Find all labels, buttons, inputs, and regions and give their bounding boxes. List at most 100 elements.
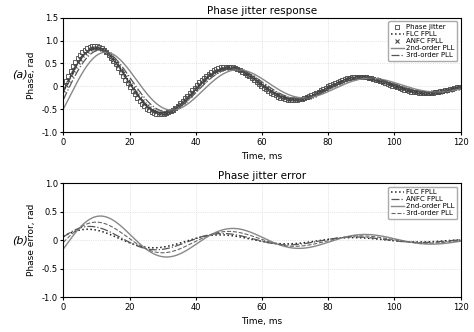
3rd-order PLL [374, 235, 379, 239]
2nd-order PLL [98, 214, 103, 218]
3rd-order PLL [458, 86, 464, 90]
Text: (b): (b) [12, 235, 27, 245]
2nd-order PLL [81, 222, 86, 226]
2nd-order PLL [244, 69, 249, 73]
Title: Phase jitter response: Phase jitter response [207, 6, 317, 16]
FLC FPLL [447, 238, 452, 242]
3rd-order PLL [254, 76, 260, 80]
Phase jitter [456, 85, 462, 89]
Phase jitter [206, 72, 212, 76]
3rd-order PLL [244, 232, 249, 236]
Phase jitter [263, 87, 269, 91]
ANFC FPLL [447, 239, 452, 243]
2nd-order PLL [103, 50, 109, 54]
FLC FPLL [244, 71, 249, 75]
FLC FPLL [254, 238, 260, 242]
ANFC FPLL [244, 235, 249, 239]
Legend: Phase jitter, FLC FPLL, ANFC FPLL, 2nd-order PLL, 3rd-order PLL: Phase jitter, FLC FPLL, ANFC FPLL, 2nd-o… [389, 21, 457, 61]
ANFC FPLL [263, 86, 269, 90]
3rd-order PLL [447, 240, 452, 244]
Line: FLC FPLL: FLC FPLL [64, 48, 461, 113]
2nd-order PLL [61, 107, 66, 111]
Phase jitter [158, 113, 164, 117]
ANFC FPLL [81, 225, 86, 229]
3rd-order PLL [374, 77, 379, 81]
X-axis label: Time, ms: Time, ms [241, 317, 283, 326]
ANFC FPLL [447, 239, 452, 243]
Line: Phase jitter: Phase jitter [62, 44, 461, 116]
ANFC FPLL [115, 64, 121, 68]
FLC FPLL [458, 85, 464, 89]
FLC FPLL [374, 77, 379, 81]
ANFC FPLL [254, 238, 260, 242]
2nd-order PLL [61, 247, 66, 251]
ANFC FPLL [458, 238, 464, 242]
ANFC FPLL [87, 224, 92, 228]
FLC FPLL [254, 79, 260, 83]
2nd-order PLL [458, 239, 464, 243]
2nd-order PLL [447, 89, 452, 93]
2nd-order PLL [254, 74, 260, 78]
ANFC FPLL [94, 45, 100, 49]
2nd-order PLL [244, 229, 249, 233]
Line: 3rd-order PLL: 3rd-order PLL [64, 50, 461, 112]
Line: ANFC FPLL: ANFC FPLL [61, 45, 461, 116]
Line: 2nd-order PLL: 2nd-order PLL [64, 52, 461, 110]
Y-axis label: Phase error, rad: Phase error, rad [27, 204, 36, 276]
3rd-order PLL [447, 88, 452, 92]
Phase jitter [118, 70, 123, 74]
2nd-order PLL [447, 241, 452, 245]
FLC FPLL [447, 88, 452, 92]
Phase jitter [325, 84, 331, 88]
Phase jitter [61, 84, 66, 88]
ANFC FPLL [158, 111, 164, 115]
FLC FPLL [447, 239, 452, 243]
3rd-order PLL [98, 48, 103, 52]
ANFC FPLL [118, 68, 123, 72]
2nd-order PLL [164, 255, 169, 259]
FLC FPLL [61, 234, 66, 238]
3rd-order PLL [244, 70, 249, 74]
2nd-order PLL [254, 233, 260, 237]
3rd-order PLL [159, 251, 165, 255]
2nd-order PLL [169, 108, 175, 112]
FLC FPLL [160, 111, 165, 115]
X-axis label: Time, ms: Time, ms [241, 152, 283, 161]
Line: FLC FPLL: FLC FPLL [64, 229, 461, 248]
Line: 2nd-order PLL: 2nd-order PLL [64, 216, 461, 257]
ANFC FPLL [61, 88, 66, 92]
Y-axis label: Phase, rad: Phase, rad [27, 51, 36, 99]
FLC FPLL [244, 236, 249, 240]
FLC FPLL [81, 227, 86, 231]
Line: ANFC FPLL: ANFC FPLL [64, 226, 461, 250]
ANFC FPLL [268, 89, 273, 93]
2nd-order PLL [374, 233, 379, 237]
Legend: FLC FPLL, ANFC FPLL, 2nd-order PLL, 3rd-order PLL: FLC FPLL, ANFC FPLL, 2nd-order PLL, 3rd-… [389, 187, 457, 219]
3rd-order PLL [61, 98, 66, 102]
ANFC FPLL [456, 85, 462, 89]
Title: Phase jitter error: Phase jitter error [218, 171, 306, 181]
3rd-order PLL [93, 220, 99, 224]
3rd-order PLL [81, 60, 86, 64]
ANFC FPLL [374, 236, 379, 240]
FLC FPLL [151, 246, 157, 250]
Phase jitter [268, 91, 273, 95]
FLC FPLL [85, 227, 91, 231]
ANFC FPLL [153, 248, 159, 252]
Phase jitter [91, 44, 97, 48]
FLC FPLL [61, 90, 66, 94]
FLC FPLL [447, 88, 452, 92]
FLC FPLL [94, 46, 100, 50]
FLC FPLL [458, 238, 464, 242]
3rd-order PLL [61, 240, 66, 244]
FLC FPLL [374, 237, 379, 241]
Line: 3rd-order PLL: 3rd-order PLL [64, 222, 461, 253]
3rd-order PLL [81, 223, 86, 227]
3rd-order PLL [447, 240, 452, 244]
3rd-order PLL [254, 236, 260, 240]
3rd-order PLL [458, 238, 464, 242]
ANFC FPLL [206, 73, 212, 77]
ANFC FPLL [61, 235, 66, 239]
2nd-order PLL [458, 87, 464, 91]
3rd-order PLL [447, 88, 452, 92]
